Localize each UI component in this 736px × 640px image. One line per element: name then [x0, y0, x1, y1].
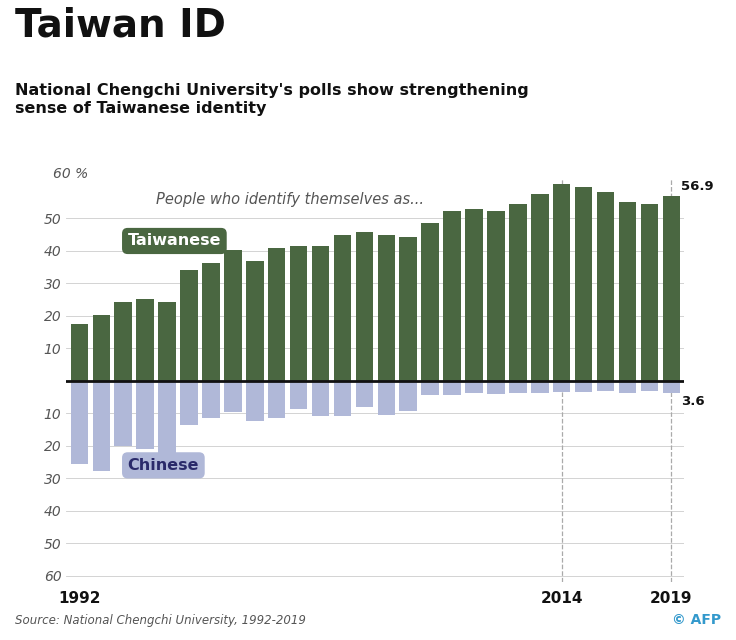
Bar	[465, 209, 483, 381]
Bar	[575, 188, 592, 381]
Bar	[531, 194, 548, 381]
Bar	[400, 237, 417, 381]
Bar	[224, 250, 241, 381]
Bar	[333, 381, 351, 416]
Text: 56.9: 56.9	[682, 180, 714, 193]
Bar	[422, 223, 439, 381]
Bar	[355, 232, 373, 381]
Bar	[487, 211, 505, 381]
Text: © AFP: © AFP	[672, 613, 721, 627]
Bar	[333, 235, 351, 381]
Bar	[575, 381, 592, 392]
Bar	[597, 381, 615, 391]
Bar	[443, 381, 461, 395]
Bar	[158, 381, 176, 457]
Bar	[553, 381, 570, 392]
Text: 3.6: 3.6	[682, 395, 705, 408]
Bar	[312, 381, 329, 416]
Text: Taiwanese: Taiwanese	[127, 234, 221, 248]
Bar	[378, 236, 395, 381]
Bar	[640, 204, 658, 381]
Bar	[93, 315, 110, 381]
Bar	[115, 302, 132, 381]
Bar	[71, 324, 88, 381]
Bar	[115, 381, 132, 447]
Text: Chinese: Chinese	[127, 458, 199, 473]
Bar	[619, 381, 636, 394]
Bar	[443, 211, 461, 381]
Bar	[662, 381, 680, 392]
Bar	[640, 381, 658, 391]
Bar	[422, 381, 439, 395]
Bar	[662, 196, 680, 381]
Bar	[268, 381, 286, 417]
Bar	[136, 299, 154, 381]
Bar	[553, 184, 570, 381]
Bar	[180, 270, 198, 381]
Bar	[509, 381, 527, 392]
Bar	[224, 381, 241, 412]
Bar	[509, 204, 527, 381]
Bar	[246, 261, 263, 381]
Bar	[400, 381, 417, 411]
Bar	[180, 381, 198, 425]
Bar	[290, 246, 308, 381]
Bar	[619, 202, 636, 381]
Bar	[268, 248, 286, 381]
Bar	[202, 381, 220, 417]
Bar	[487, 381, 505, 394]
Bar	[378, 381, 395, 415]
Bar	[531, 381, 548, 392]
Bar	[290, 381, 308, 410]
Bar	[312, 246, 329, 381]
Bar	[246, 381, 263, 422]
Bar	[465, 381, 483, 393]
Text: Source: National Chengchi University, 1992-2019: Source: National Chengchi University, 19…	[15, 614, 305, 627]
Text: People who identify themselves as...: People who identify themselves as...	[156, 192, 424, 207]
Bar	[136, 381, 154, 449]
Bar	[71, 381, 88, 464]
Text: National Chengchi University's polls show strengthening
sense of Taiwanese ident: National Chengchi University's polls sho…	[15, 83, 528, 116]
Text: Taiwan ID: Taiwan ID	[15, 6, 226, 44]
Bar	[597, 191, 615, 381]
Text: 60 %: 60 %	[53, 167, 88, 181]
Bar	[158, 303, 176, 381]
Bar	[93, 381, 110, 470]
Bar	[202, 263, 220, 381]
Bar	[355, 381, 373, 407]
